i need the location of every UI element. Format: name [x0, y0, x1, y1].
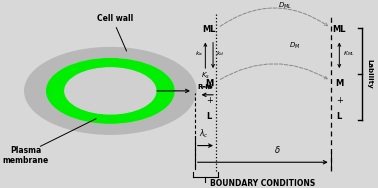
Ellipse shape: [25, 48, 196, 134]
Text: ML: ML: [333, 25, 346, 34]
Text: Lability: Lability: [366, 59, 372, 89]
Text: M: M: [205, 79, 213, 88]
Text: $\delta$: $\delta$: [274, 144, 280, 155]
Text: $D_{ML}$: $D_{ML}$: [278, 1, 292, 11]
Text: $K_{ML}$: $K_{ML}$: [343, 49, 355, 58]
Text: $k_a$: $k_a$: [195, 49, 203, 58]
Text: $K_s$: $K_s$: [201, 71, 210, 81]
Text: L: L: [337, 112, 342, 121]
Text: Cell wall: Cell wall: [97, 14, 133, 23]
Text: L: L: [206, 112, 212, 121]
Text: R-M: R-M: [198, 84, 213, 90]
Ellipse shape: [65, 68, 156, 114]
Text: $D_M$: $D_M$: [289, 40, 300, 51]
Text: $k_d$: $k_d$: [215, 49, 224, 58]
Text: Plasma
membrane: Plasma membrane: [2, 146, 48, 165]
Text: M: M: [335, 79, 344, 88]
Text: $k_{int}$: $k_{int}$: [133, 78, 146, 88]
Ellipse shape: [46, 59, 174, 123]
Text: +: +: [336, 96, 343, 105]
Text: ML: ML: [203, 25, 216, 34]
Text: BOUNDARY CONDITIONS: BOUNDARY CONDITIONS: [210, 179, 315, 188]
Text: $\lambda_c$: $\lambda_c$: [198, 128, 208, 140]
Text: +: +: [206, 96, 213, 105]
Ellipse shape: [46, 59, 174, 123]
